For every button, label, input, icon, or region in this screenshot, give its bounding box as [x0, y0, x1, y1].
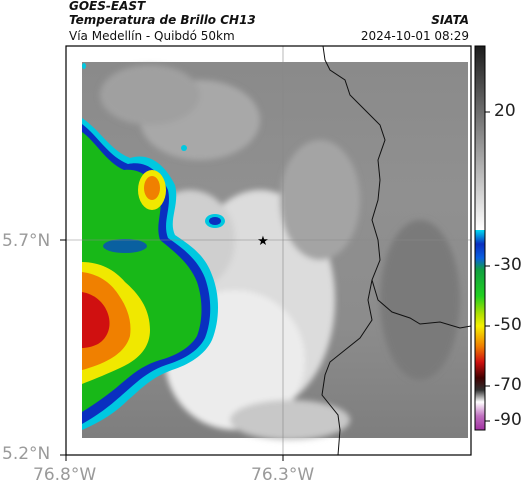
- lat-tick-label: 5.7°N: [2, 231, 51, 251]
- colorbar-tick-label: -90: [494, 410, 522, 430]
- border-south: [321, 279, 373, 455]
- convective-cloud: [82, 63, 225, 430]
- lat-tick-label: 5.2°N: [2, 444, 51, 464]
- map-frame: [65, 45, 472, 456]
- colorbar-tick-label: -70: [494, 375, 522, 395]
- colorbar-tick-label: -50: [494, 315, 522, 335]
- organization-label: SIATA: [431, 13, 469, 27]
- lon-tick-label: 76.8°W: [33, 465, 97, 485]
- product-title: Temperatura de Brillo CH13: [69, 13, 256, 27]
- colorbar-tick-label: -30: [494, 255, 522, 275]
- satellite-name: GOES-EAST: [69, 0, 146, 13]
- route-label: Vía Medellín - Quibdó 50km: [69, 29, 235, 43]
- lon-tick-label: 76.3°W: [251, 465, 315, 485]
- satellite-image: ★: [66, 46, 471, 455]
- location-star-icon: ★: [257, 234, 269, 249]
- colorbar-tick-label: 20: [494, 101, 516, 121]
- border-east: [322, 46, 471, 329]
- timestamp-label: 2024-10-01 08:29: [360, 29, 469, 43]
- colorbar: [474, 45, 490, 431]
